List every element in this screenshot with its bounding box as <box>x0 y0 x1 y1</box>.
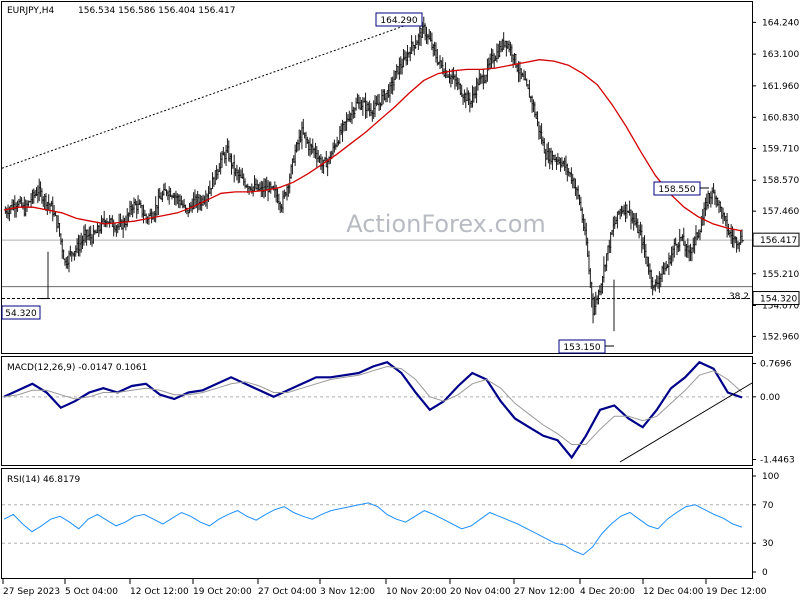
price-tick: 159.710 <box>762 144 799 154</box>
price-pane <box>1 1 753 354</box>
price-tick: 161.960 <box>762 82 799 92</box>
macd-trendline <box>619 382 753 463</box>
x-tick: 4 Dec 20:00 <box>580 587 635 597</box>
macd-tick: 0.00 <box>760 393 780 403</box>
x-tick: 19 Dec 12:00 <box>706 587 767 597</box>
price-tick: 160.830 <box>762 113 799 123</box>
price-tick: 152.960 <box>762 332 799 342</box>
x-tick: 12 Oct 12:00 <box>130 587 189 597</box>
macd-tick: -1.4463 <box>760 456 795 466</box>
moving-average-line <box>3 59 743 232</box>
support-price-box: 154.320 <box>752 291 800 306</box>
rsi-tick: 0 <box>762 568 768 578</box>
peak-label-164-290: 164.290 <box>375 12 423 27</box>
price-tick: 157.460 <box>762 207 799 217</box>
x-tick: 27 Nov 12:00 <box>514 587 575 597</box>
x-tick: 10 Nov 20:00 <box>386 587 447 597</box>
price-plot: 164.290 158.550 153.150 54.320 38.2 <box>1 12 752 354</box>
current-price-text: 156.417 <box>760 236 797 246</box>
macd-tick: 0.7696 <box>760 359 792 369</box>
low-label-153-150-text: 153.150 <box>563 343 600 353</box>
rsi-tick: 30 <box>762 539 774 549</box>
x-tick: 3 Nov 12:00 <box>320 587 375 597</box>
peak-label-158-550-text: 158.550 <box>658 185 695 195</box>
low-label-left-154-320: 54.320 <box>1 305 41 320</box>
ohlc-readout: 156.534 156.586 156.404 156.417 <box>78 6 235 16</box>
rsi-plot <box>2 502 752 556</box>
x-tick: 5 Oct 04:00 <box>65 587 118 597</box>
price-tick: 154.070 <box>762 302 799 312</box>
support-price-text: 154.320 <box>760 295 797 305</box>
rsi-tick: 70 <box>762 501 774 511</box>
x-tick: 20 Nov 04:00 <box>450 587 511 597</box>
current-price-box: 156.417 <box>752 232 800 247</box>
x-tick: 12 Dec 04:00 <box>643 587 704 597</box>
macd-plot <box>2 360 753 463</box>
macd-pane <box>1 356 753 466</box>
rsi-line <box>3 502 743 556</box>
price-tick: 158.570 <box>762 176 799 186</box>
rsi-pane <box>1 468 753 579</box>
macd-title: MACD(12,26,9) -0.0147 0.1061 <box>7 363 147 373</box>
price-tick: 163.100 <box>762 50 799 60</box>
symbol-label: EURJPY,H4 <box>7 6 55 16</box>
price-tick: 164.240 <box>762 18 799 28</box>
price-tick: 155.210 <box>762 270 799 280</box>
x-tick: 19 Oct 20:00 <box>193 587 252 597</box>
macd-signal-line <box>3 365 743 445</box>
trendline-dotted <box>1 20 419 169</box>
x-tick: 27 Sep 2023 <box>3 587 60 597</box>
low-label-left-154-320-text: 54.320 <box>5 309 37 319</box>
rsi-title: RSI(14) 46.8179 <box>7 475 80 485</box>
peak-label-164-290-text: 164.290 <box>380 16 417 26</box>
axes: 164.240 163.100 161.960 160.830 159.710 158.5… <box>2 18 800 597</box>
low-label-153-150: 153.150 <box>558 339 606 354</box>
x-tick: 27 Oct 04:00 <box>258 587 317 597</box>
peak-label-158-550: 158.550 <box>653 181 701 196</box>
rsi-tick: 100 <box>762 472 779 482</box>
macd-line <box>3 360 743 460</box>
watermark: ActionForex.com <box>346 210 546 238</box>
fib-38-label: 38.2 <box>729 292 749 302</box>
